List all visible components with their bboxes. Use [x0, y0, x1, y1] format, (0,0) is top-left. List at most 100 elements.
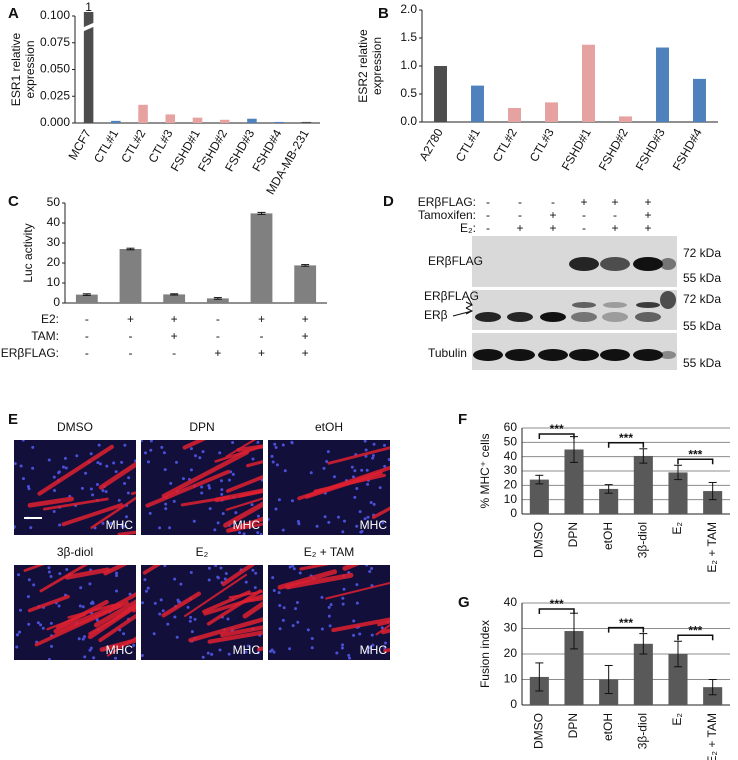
- myotube: [214, 488, 263, 503]
- nucleus: [148, 511, 152, 515]
- bar: [633, 643, 653, 705]
- bar: [545, 102, 558, 122]
- error-bar: [535, 474, 544, 485]
- significance-bracket: [677, 458, 714, 465]
- nucleus: [161, 609, 165, 613]
- nucleus: [189, 615, 193, 619]
- myotube: [142, 565, 161, 575]
- condition-sign: +: [549, 208, 556, 222]
- y-tick-label: 60: [504, 420, 518, 434]
- y-tick-label: 10: [504, 492, 518, 506]
- nucleus: [208, 486, 212, 490]
- nucleus: [227, 478, 231, 482]
- nucleus: [192, 519, 196, 523]
- panel-label: C: [8, 193, 19, 210]
- nucleus: [352, 619, 356, 623]
- nucleus: [320, 627, 324, 631]
- condition-sign: +: [580, 195, 587, 209]
- nucleus: [143, 578, 147, 582]
- nucleus: [244, 650, 248, 654]
- nucleus: [278, 627, 282, 631]
- nucleus: [383, 464, 387, 468]
- y-axis-label: expression: [370, 37, 384, 95]
- bar: [508, 108, 521, 122]
- error-bar: [535, 662, 544, 692]
- nucleus: [63, 456, 67, 460]
- nucleus: [213, 528, 217, 532]
- myotube: [203, 593, 263, 616]
- y-tick-label: 0.0: [400, 114, 417, 128]
- myotube: [236, 444, 263, 452]
- nucleus: [101, 521, 105, 525]
- bar: [206, 298, 229, 303]
- condition-sign: +: [302, 329, 309, 343]
- nucleus: [372, 442, 376, 446]
- nucleus: [149, 440, 153, 443]
- nucleus: [254, 571, 258, 575]
- x-tick-label: DMSO: [532, 713, 546, 749]
- significance-label: ***: [550, 422, 564, 436]
- micrograph-content: MHC: [141, 440, 263, 535]
- condition-sign: +: [127, 312, 134, 326]
- nucleus: [327, 520, 331, 524]
- myotube: [245, 460, 263, 468]
- nucleus: [166, 622, 170, 626]
- nucleus: [306, 628, 310, 632]
- myotube: [188, 617, 263, 643]
- nucleus: [32, 583, 36, 587]
- blot-band: [660, 258, 676, 270]
- nucleus: [216, 521, 220, 525]
- condition-label: E2:: [41, 312, 59, 326]
- y-tick-label: 50: [504, 435, 518, 449]
- nucleus: [207, 484, 211, 488]
- nucleus: [57, 471, 61, 475]
- micrograph: MHC: [268, 440, 390, 535]
- size-marker: 72 kDa: [683, 246, 721, 260]
- error-bar: [674, 640, 682, 668]
- y-axis-label: Luc activity: [21, 223, 35, 282]
- blot-band: [600, 257, 630, 271]
- size-marker: 55 kDa: [683, 319, 721, 333]
- nucleus: [14, 462, 17, 466]
- nucleus: [353, 469, 357, 473]
- myotube: [61, 503, 124, 527]
- nucleus: [271, 460, 275, 464]
- myotube: [103, 565, 128, 576]
- condition-label: Tamoxifen:: [418, 208, 476, 222]
- condition-sign: -: [85, 329, 89, 343]
- nucleus: [296, 620, 300, 624]
- condition-sign: +: [214, 346, 221, 360]
- y-tick-label: 0.050: [40, 62, 70, 76]
- condition-sign: -: [85, 312, 89, 326]
- image-title: E₂ + TAM: [304, 545, 355, 559]
- nucleus: [144, 589, 148, 593]
- nucleus: [57, 604, 61, 608]
- nucleus: [359, 530, 363, 534]
- nucleus: [158, 526, 162, 530]
- nucleus: [366, 515, 370, 519]
- myotube: [34, 601, 129, 647]
- nucleus: [355, 487, 359, 491]
- nucleus: [88, 582, 92, 586]
- condition-sign: +: [644, 195, 651, 209]
- myotube: [145, 469, 231, 508]
- error-bar: [301, 264, 310, 267]
- nucleus: [327, 605, 331, 609]
- nucleus: [353, 495, 357, 499]
- nucleus: [281, 443, 285, 447]
- image-title: E₂: [196, 545, 209, 559]
- nucleus: [126, 491, 130, 495]
- condition-sign: -: [129, 346, 133, 360]
- y-axis-label: ESR1 relative: [9, 32, 23, 106]
- y-tick-label: 20: [504, 478, 518, 492]
- myotube: [371, 506, 390, 519]
- blot-band: [569, 349, 599, 361]
- nucleus: [58, 572, 62, 576]
- micrograph-background: [141, 565, 263, 660]
- error-bar: [674, 464, 682, 481]
- nucleus: [207, 578, 211, 582]
- nucleus: [146, 586, 150, 590]
- nucleus: [52, 475, 56, 479]
- nucleus: [253, 586, 257, 590]
- bar: [138, 104, 148, 123]
